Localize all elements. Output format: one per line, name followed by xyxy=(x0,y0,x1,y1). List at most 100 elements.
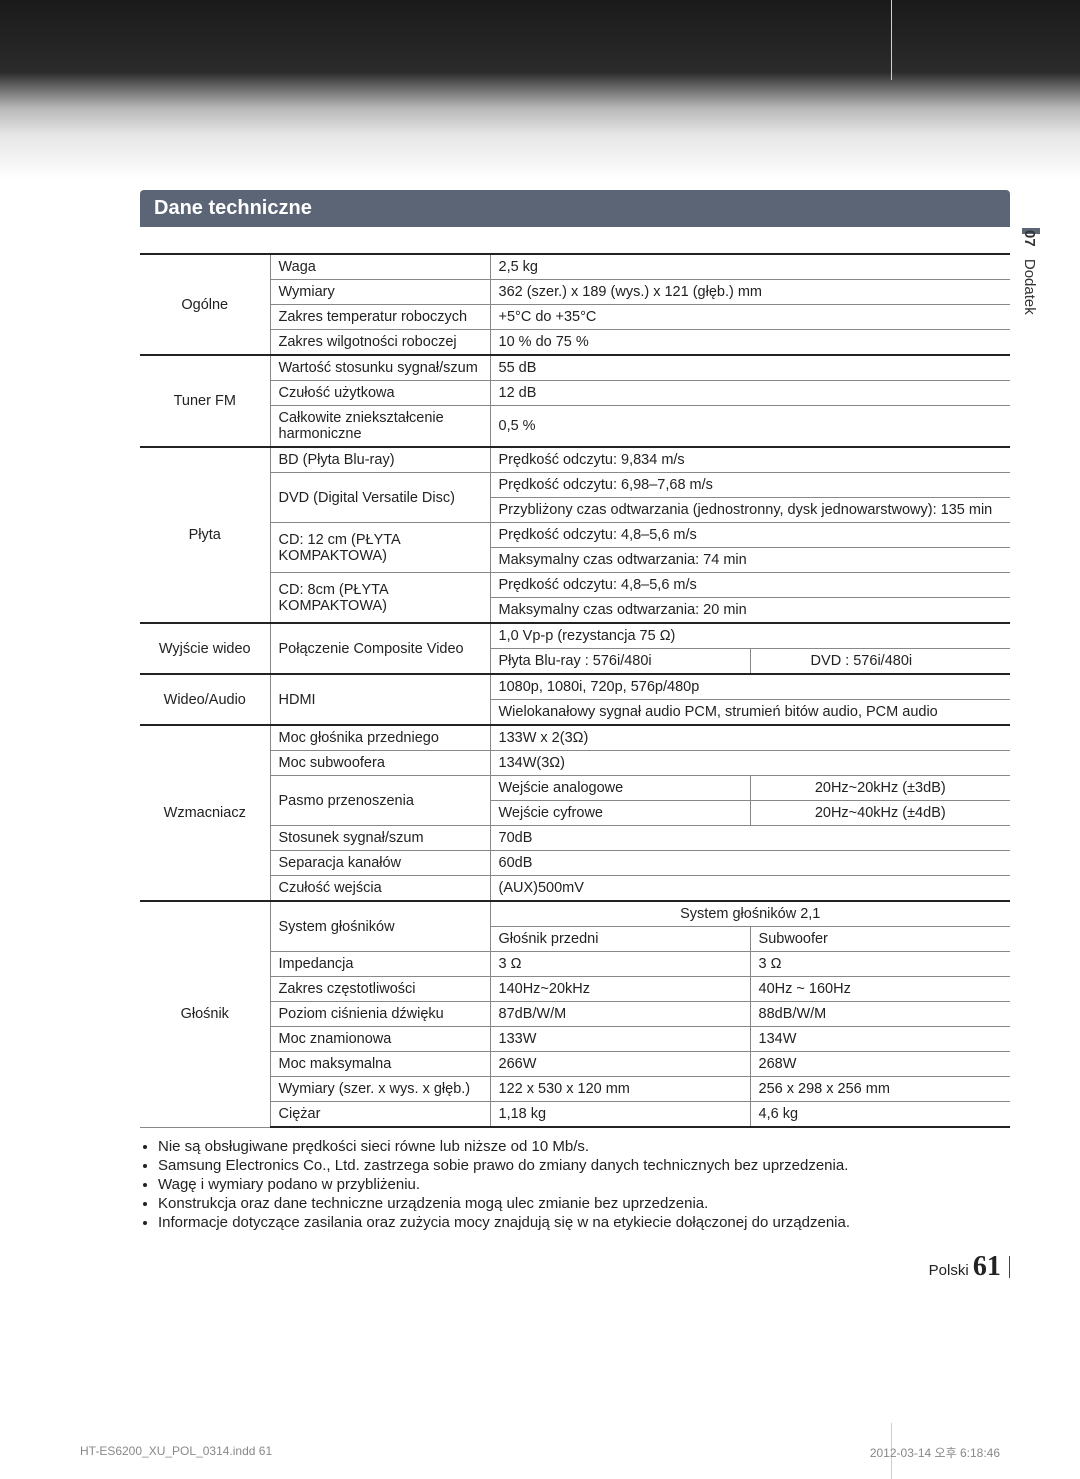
manual-page: 07 Dodatek Dane techniczne Ogólne Waga 2… xyxy=(0,0,1080,1479)
cat-disc: Płyta xyxy=(140,447,270,623)
row-value: 10 % do 75 % xyxy=(490,330,1010,356)
cat-amp: Wzmacniacz xyxy=(140,725,270,901)
row-label: Czułość wejścia xyxy=(270,876,490,902)
row-value: 134W xyxy=(750,1027,1010,1052)
row-label: Impedancja xyxy=(270,952,490,977)
row-label: CD: 8cm (PŁYTA KOMPAKTOWA) xyxy=(270,573,490,624)
row-value: 122 x 530 x 120 mm xyxy=(490,1077,750,1102)
row-value: Przybliżony czas odtwarzania (jednostron… xyxy=(490,498,1010,523)
row-label: BD (Płyta Blu-ray) xyxy=(270,447,490,473)
side-tab-label: Dodatek xyxy=(1021,259,1038,315)
row-value: 20Hz~20kHz (±3dB) xyxy=(750,776,1010,801)
row-value: 60dB xyxy=(490,851,1010,876)
crop-file: HT-ES6200_XU_POL_0314.indd 61 xyxy=(80,1444,272,1461)
row-value: Prędkość odczytu: 6,98–7,68 m/s xyxy=(490,473,1010,498)
row-value: 88dB/W/M xyxy=(750,1002,1010,1027)
row-value: Płyta Blu-ray : 576i/480i xyxy=(490,649,750,675)
note-item: Nie są obsługiwane prędkości sieci równe… xyxy=(158,1138,1010,1155)
row-value: 20Hz~40kHz (±4dB) xyxy=(750,801,1010,826)
row-value: Wejście analogowe xyxy=(490,776,750,801)
cat-tuner: Tuner FM xyxy=(140,355,270,447)
cat-va: Wideo/Audio xyxy=(140,674,270,725)
row-label: System głośników xyxy=(270,901,490,952)
row-value: 2,5 kg xyxy=(490,254,1010,280)
row-label: Moc maksymalna xyxy=(270,1052,490,1077)
row-value: Maksymalny czas odtwarzania: 20 min xyxy=(490,598,1010,624)
row-label: Pasmo przenoszenia xyxy=(270,776,490,826)
row-value: 134W(3Ω) xyxy=(490,751,1010,776)
row-value: 362 (szer.) x 189 (wys.) x 121 (głęb.) m… xyxy=(490,280,1010,305)
notes-list: Nie są obsługiwane prędkości sieci równe… xyxy=(140,1138,1010,1231)
row-value: 3 Ω xyxy=(750,952,1010,977)
row-label: Wymiary xyxy=(270,280,490,305)
section-header: Dane techniczne xyxy=(140,190,1010,227)
row-label: Stosunek sygnał/szum xyxy=(270,826,490,851)
row-value: Maksymalny czas odtwarzania: 74 min xyxy=(490,548,1010,573)
row-label: Moc głośnika przedniego xyxy=(270,725,490,751)
row-label: HDMI xyxy=(270,674,490,725)
note-item: Informacje dotyczące zasilania oraz zuży… xyxy=(158,1214,1010,1231)
row-label: DVD (Digital Versatile Disc) xyxy=(270,473,490,523)
row-value: 87dB/W/M xyxy=(490,1002,750,1027)
row-label: Zakres temperatur roboczych xyxy=(270,305,490,330)
cat-video-out: Wyjście wideo xyxy=(140,623,270,674)
col-header: Subwoofer xyxy=(750,927,1010,952)
page-footer: Polski 61 xyxy=(140,1251,1010,1283)
row-label: Waga xyxy=(270,254,490,280)
row-value: 55 dB xyxy=(490,355,1010,381)
row-value: System głośników 2,1 xyxy=(490,901,1010,927)
crop-line-top xyxy=(891,0,892,80)
row-value: Prędkość odczytu: 4,8–5,6 m/s xyxy=(490,573,1010,598)
row-value: 133W x 2(3Ω) xyxy=(490,725,1010,751)
row-value: 70dB xyxy=(490,826,1010,851)
row-value: 1080p, 1080i, 720p, 576p/480p xyxy=(490,674,1010,700)
row-value: Prędkość odczytu: 9,834 m/s xyxy=(490,447,1010,473)
side-tab-num: 07 xyxy=(1021,230,1038,247)
row-value: Wielokanałowy sygnał audio PCM, strumień… xyxy=(490,700,1010,726)
row-value: 133W xyxy=(490,1027,750,1052)
note-item: Wagę i wymiary podano w przybliżeniu. xyxy=(158,1176,1010,1193)
side-tab: 07 Dodatek xyxy=(1021,230,1038,315)
row-label: Połączenie Composite Video xyxy=(270,623,490,674)
cat-speaker: Głośnik xyxy=(140,901,270,1127)
top-gradient xyxy=(0,0,1080,180)
note-item: Konstrukcja oraz dane techniczne urządze… xyxy=(158,1195,1010,1212)
row-value: +5°C do +35°C xyxy=(490,305,1010,330)
col-header: Głośnik przedni xyxy=(490,927,750,952)
row-value: 266W xyxy=(490,1052,750,1077)
row-label: Czułość użytkowa xyxy=(270,381,490,406)
row-label: Zakres częstotliwości xyxy=(270,977,490,1002)
row-label: CD: 12 cm (PŁYTA KOMPAKTOWA) xyxy=(270,523,490,573)
note-item: Samsung Electronics Co., Ltd. zastrzega … xyxy=(158,1157,1010,1174)
row-label: Moc subwoofera xyxy=(270,751,490,776)
crop-footer: HT-ES6200_XU_POL_0314.indd 61 2012-03-14… xyxy=(80,1444,1000,1461)
row-value: 4,6 kg xyxy=(750,1102,1010,1128)
spec-table: Ogólne Waga 2,5 kg Wymiary362 (szer.) x … xyxy=(140,253,1010,1128)
row-label: Wartość stosunku sygnał/szum xyxy=(270,355,490,381)
row-value: 256 x 298 x 256 mm xyxy=(750,1077,1010,1102)
row-label: Separacja kanałów xyxy=(270,851,490,876)
crop-timestamp: 2012-03-14 오후 6:18:46 xyxy=(870,1444,1000,1461)
footer-bar xyxy=(1009,1256,1010,1278)
row-value: 268W xyxy=(750,1052,1010,1077)
row-label: Poziom ciśnienia dźwięku xyxy=(270,1002,490,1027)
row-value: 140Hz~20kHz xyxy=(490,977,750,1002)
row-value: DVD : 576i/480i xyxy=(750,649,1010,675)
footer-page-number: 61 xyxy=(973,1251,1001,1282)
footer-lang: Polski xyxy=(929,1262,969,1279)
row-value: Wejście cyfrowe xyxy=(490,801,750,826)
row-value: 1,0 Vp-p (rezystancja 75 Ω) xyxy=(490,623,1010,649)
row-label: Wymiary (szer. x wys. x głęb.) xyxy=(270,1077,490,1102)
row-label: Całkowite zniekształcenie harmoniczne xyxy=(270,406,490,448)
row-value: 12 dB xyxy=(490,381,1010,406)
row-label: Ciężar xyxy=(270,1102,490,1128)
row-value: (AUX)500mV xyxy=(490,876,1010,902)
row-value: Prędkość odczytu: 4,8–5,6 m/s xyxy=(490,523,1010,548)
row-value: 3 Ω xyxy=(490,952,750,977)
row-value: 0,5 % xyxy=(490,406,1010,448)
row-value: 40Hz ~ 160Hz xyxy=(750,977,1010,1002)
cat-general: Ogólne xyxy=(140,254,270,355)
row-value: 1,18 kg xyxy=(490,1102,750,1128)
row-label: Zakres wilgotności roboczej xyxy=(270,330,490,356)
row-label: Moc znamionowa xyxy=(270,1027,490,1052)
